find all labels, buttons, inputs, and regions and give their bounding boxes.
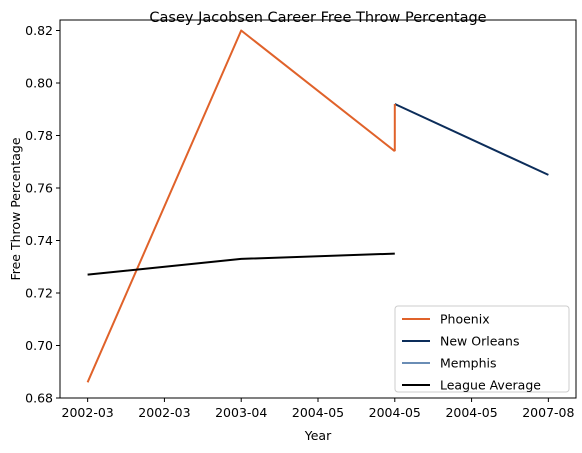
y-tick-label: 0.80	[25, 76, 53, 91]
y-axis-label: Free Throw Percentage	[8, 137, 23, 280]
legend: Phoenix New Orleans Memphis League Average	[394, 305, 570, 393]
legend-label: New Orleans	[440, 334, 519, 349]
x-tick-label: 2004-05	[292, 405, 344, 420]
series-line-1	[394, 103, 549, 176]
y-tick-label: 0.72	[25, 286, 53, 301]
x-axis-ticks: 2002-03 2002-03 2003-04 2004-05 2004-05 2004-…	[62, 398, 575, 420]
x-tick-label: 2007-08	[522, 405, 574, 420]
x-axis-label: Year	[304, 428, 332, 443]
y-tick-label: 0.74	[25, 233, 53, 248]
plot-lines	[86, 29, 549, 383]
series-line-3	[87, 252, 395, 276]
y-tick-label: 0.76	[25, 181, 53, 196]
legend-label: League Average	[440, 378, 541, 393]
x-tick-label: 2004-05	[445, 405, 497, 420]
chart-title: Casey Jacobsen Career Free Throw Percent…	[149, 10, 486, 26]
x-tick-label: 2002-03	[62, 405, 114, 420]
y-tick-label: 0.78	[25, 128, 53, 143]
y-tick-label: 0.82	[25, 23, 53, 38]
series-line-0	[86, 29, 396, 383]
legend-box	[394, 305, 570, 393]
y-tick-label: 0.68	[25, 391, 53, 406]
y-axis-ticks: 0.68 0.70 0.72 0.74 0.76 0.78 0.80 0.82	[25, 23, 60, 406]
y-tick-label: 0.70	[25, 338, 53, 353]
x-tick-label: 2002-03	[138, 405, 190, 420]
legend-label: Memphis	[440, 356, 497, 371]
x-tick-label: 2003-04	[215, 405, 267, 420]
legend-label: Phoenix	[440, 312, 490, 327]
x-tick-label: 2004-05	[369, 405, 421, 420]
